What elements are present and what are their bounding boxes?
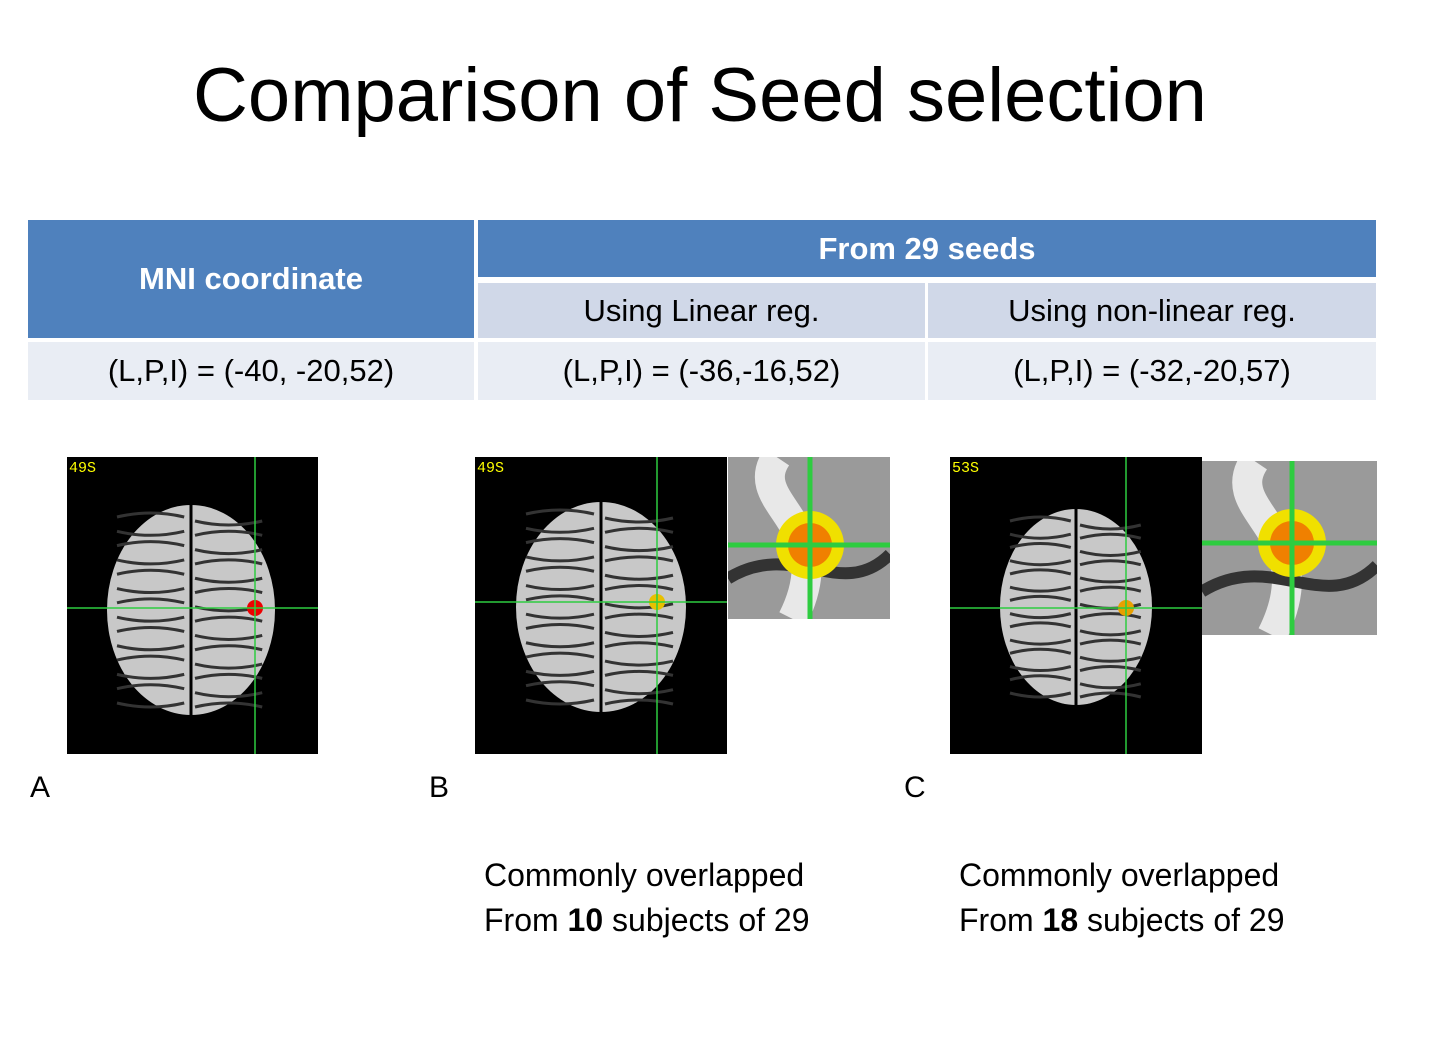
sulcus	[525, 641, 674, 649]
sulcus	[116, 654, 263, 670]
caption-text: From	[959, 902, 1034, 938]
caption-line: Commonly overlapped	[484, 857, 805, 893]
caption-count: 18	[1042, 902, 1079, 938]
brain-image: 53S	[950, 457, 1202, 754]
sulcus	[525, 612, 674, 620]
sulcus	[116, 615, 263, 623]
sulcus	[1009, 647, 1142, 663]
caption-text: From	[484, 902, 559, 938]
sulcus	[1009, 585, 1142, 593]
brain-graphic	[67, 457, 318, 754]
sulcus	[116, 683, 263, 699]
sulcus	[525, 584, 674, 591]
subheader-cell: Using Linear reg.	[478, 283, 925, 338]
brain-image: 49S	[475, 457, 727, 754]
header-cell: MNI coordinate	[28, 220, 474, 338]
sulcus	[525, 698, 674, 706]
sulcus	[525, 651, 674, 667]
caption-count: 10	[567, 902, 604, 938]
sulcus	[1009, 638, 1142, 646]
sulcus	[525, 526, 674, 534]
slice-label: 49S	[69, 460, 96, 477]
caption-line: From 10 subjects of 29	[484, 898, 809, 943]
sulcus	[525, 508, 674, 524]
sulcus	[525, 680, 674, 696]
table-cell: (L,P,I) = (-32,-20,57)	[928, 342, 1376, 400]
sulcus	[116, 626, 263, 641]
caption-text: subjects of 29	[612, 902, 810, 938]
sulcus	[525, 555, 674, 563]
table-cell: (L,P,I) = (-40, -20,52)	[28, 342, 474, 400]
sulcus	[116, 568, 263, 584]
sulcus	[525, 623, 674, 638]
sulcus	[1009, 612, 1142, 620]
sulcus	[1009, 691, 1142, 699]
sulcus	[525, 565, 674, 581]
slice-label: 53S	[952, 460, 979, 477]
brain-graphic	[950, 457, 1202, 754]
sulcus	[1009, 674, 1142, 690]
panel-label: B	[429, 771, 450, 804]
slide-title: Comparison of Seed selection	[193, 53, 1207, 138]
sulcus	[1202, 560, 1377, 597]
table-cell: (L,P,I) = (-36,-16,52)	[478, 342, 925, 400]
header-cell: From 29 seeds	[478, 220, 1376, 277]
sulcus	[116, 558, 263, 566]
caption-text: subjects of 29	[1087, 902, 1285, 938]
panel-label: C	[904, 771, 926, 804]
sulcus	[116, 540, 263, 556]
subheader-cell: Using non-linear reg.	[928, 283, 1376, 338]
sulcus	[1009, 541, 1142, 557]
sulcus	[116, 511, 263, 527]
zoom-image	[728, 457, 890, 619]
caption: Commonly overlapped From 18 subjects of …	[959, 853, 1284, 943]
sulcus	[116, 529, 263, 537]
slice-label: 49S	[477, 460, 504, 477]
sulcus	[525, 537, 674, 553]
panel-label: A	[30, 771, 51, 804]
caption: Commonly overlapped From 10 subjects of …	[484, 853, 809, 943]
sulcus	[116, 587, 263, 594]
sulcus	[525, 669, 674, 677]
zoom-image	[1202, 461, 1377, 635]
sulcus	[1009, 568, 1142, 584]
sulcus	[1009, 559, 1142, 567]
sulcus	[1009, 532, 1142, 540]
sulcus	[1009, 515, 1142, 531]
caption-line: From 18 subjects of 29	[959, 898, 1284, 943]
brain-image: 49S	[67, 457, 318, 754]
sulcus	[525, 594, 674, 610]
sulcus	[1009, 665, 1142, 673]
sulcus	[116, 701, 263, 709]
sulcus	[116, 644, 263, 652]
sulcus	[116, 672, 263, 680]
caption-line: Commonly overlapped	[959, 857, 1280, 893]
brain-graphic	[475, 457, 727, 754]
sulcus	[1009, 621, 1142, 637]
